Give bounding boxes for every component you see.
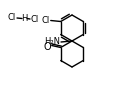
Text: Cl: Cl: [41, 16, 49, 25]
Text: H₂N: H₂N: [44, 38, 60, 46]
Text: H: H: [21, 14, 27, 23]
Text: O: O: [43, 42, 50, 52]
Text: Cl: Cl: [31, 14, 39, 23]
Text: Cl: Cl: [8, 13, 16, 23]
